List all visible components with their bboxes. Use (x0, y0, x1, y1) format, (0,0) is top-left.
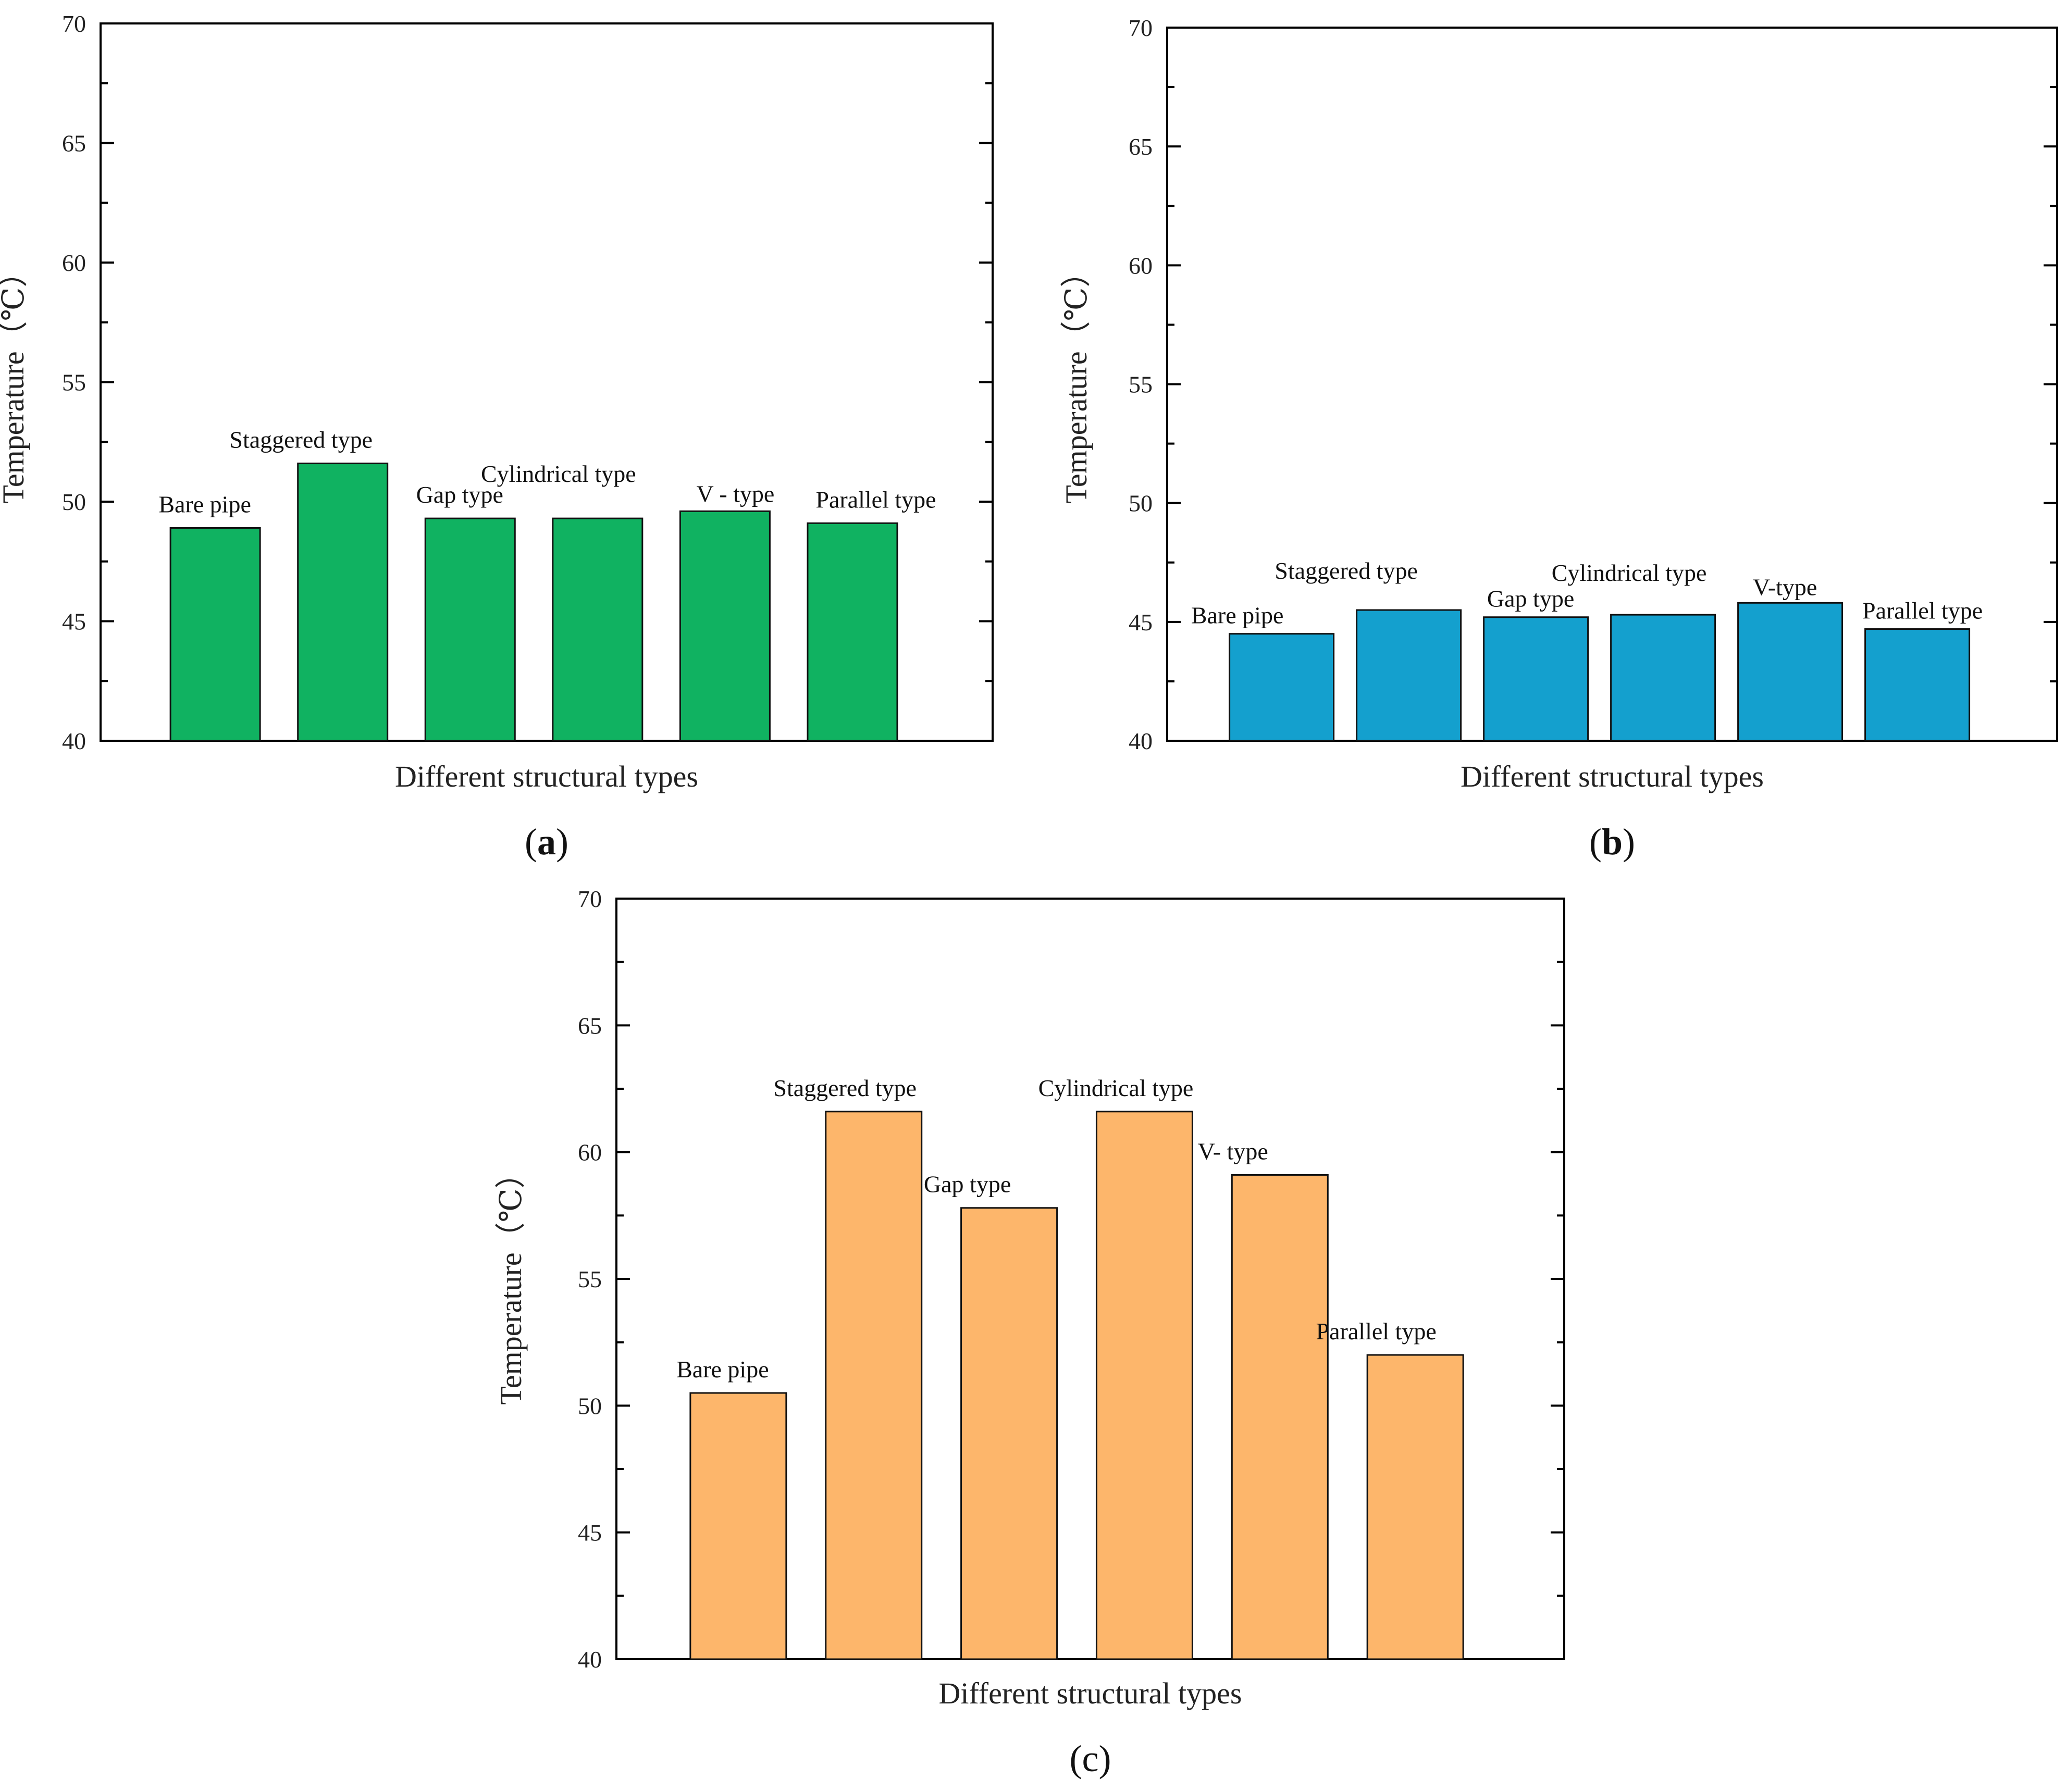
y-tick-label: 65 (1129, 133, 1153, 160)
y-tick-label: 60 (62, 250, 86, 276)
bar-label: Staggered type (773, 1075, 917, 1101)
bar-label: Gap type (416, 481, 503, 508)
y-tick-label: 40 (578, 1646, 602, 1673)
y-axis-title: Temperature（℃） (0, 257, 30, 503)
bar-label: V - type (696, 480, 774, 507)
bar (1483, 616, 1589, 742)
bar (960, 1207, 1058, 1660)
bar (297, 463, 389, 742)
bar (807, 522, 898, 742)
y-tick-label: 45 (62, 608, 86, 635)
y-tick-label: 60 (578, 1139, 602, 1166)
bar-label: V- type (1198, 1138, 1268, 1164)
panel-label: (c) (1070, 1738, 1111, 1779)
y-tick-label: 55 (62, 369, 86, 396)
y-tick-label: 40 (62, 728, 86, 754)
panel-label: (a) (525, 821, 568, 863)
bar-label: Gap type (924, 1171, 1011, 1198)
y-tick-label: 70 (578, 886, 602, 912)
y-tick-label: 55 (578, 1266, 602, 1292)
y-tick-label: 50 (62, 489, 86, 515)
x-axis-title: Different structural types (395, 760, 698, 793)
bar-label: Parallel type (1862, 598, 1983, 624)
bar-label: Gap type (1487, 586, 1574, 612)
bar-label: Cylindrical type (481, 461, 636, 487)
bar-label: Parallel type (815, 486, 936, 513)
bar (552, 517, 644, 742)
y-tick-label: 65 (578, 1012, 602, 1039)
bar-label: Bare pipe (676, 1356, 769, 1383)
y-tick-label: 45 (1129, 609, 1153, 636)
x-axis-title: Different structural types (939, 1676, 1242, 1710)
bar (1356, 609, 1462, 742)
bar-label: Cylindrical type (1038, 1075, 1194, 1101)
bar (169, 527, 261, 742)
bar (1095, 1111, 1193, 1660)
chart-panel-c: 40 45 50 55 60 65 70 Bare pipe Staggered type Gap… (494, 886, 1565, 1779)
bar (679, 510, 771, 742)
x-axis-title: Different structural types (1461, 760, 1764, 793)
bar (1864, 628, 1971, 742)
y-tick-label: 40 (1129, 728, 1153, 754)
y-tick-label: 50 (1129, 490, 1153, 517)
bar (825, 1111, 923, 1660)
bar (1229, 633, 1335, 742)
y-tick-label: 45 (578, 1520, 602, 1546)
y-axis-title: Temperature（℃） (494, 1158, 528, 1404)
bar (424, 517, 516, 742)
bar (1366, 1354, 1464, 1660)
bar-label: Bare pipe (1191, 602, 1284, 629)
bar-label: Bare pipe (158, 491, 251, 517)
y-tick-label: 65 (62, 130, 86, 157)
bar-label: Staggered type (229, 427, 373, 453)
y-tick-label: 55 (1129, 371, 1153, 398)
y-axis-title: Temperature（℃） (1059, 257, 1093, 503)
bar (689, 1392, 787, 1660)
y-tick-label: 60 (1129, 252, 1153, 279)
bar (1231, 1174, 1329, 1660)
chart-panel-b: 40 45 50 55 60 65 70 Bare pipe Staggered type Gap… (1059, 15, 2058, 863)
chart-panel-a: 40 45 50 55 60 65 70 Bare pipe Staggered type Gap… (0, 10, 994, 863)
panel-label: (b) (1589, 821, 1635, 863)
bar-label: Staggered type (1275, 557, 1418, 584)
y-tick-label: 50 (578, 1392, 602, 1419)
y-tick-label: 70 (62, 10, 86, 37)
y-tick-label: 70 (1129, 15, 1153, 41)
bar-label: Parallel type (1316, 1318, 1437, 1345)
bar-label: V-type (1753, 574, 1817, 600)
bar (1737, 602, 1844, 742)
bar-label: Cylindrical type (1552, 559, 1707, 586)
bar (1610, 614, 1716, 742)
